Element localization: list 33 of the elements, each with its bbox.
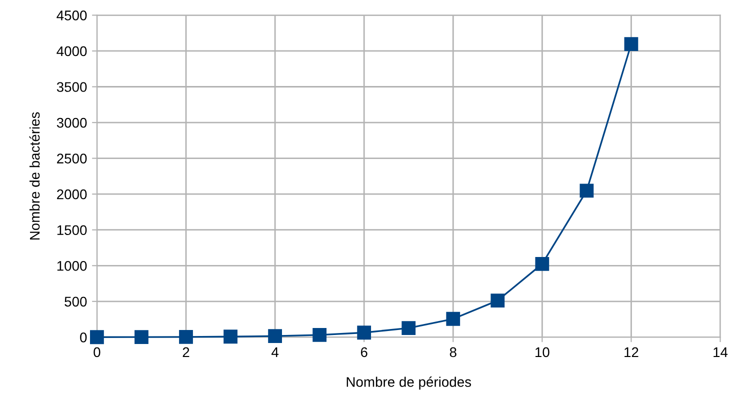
y-tick-label: 1000 <box>57 260 87 271</box>
point <box>268 329 282 343</box>
y-tick-label: 2500 <box>57 154 87 164</box>
x-tick-label: 10 <box>536 347 550 358</box>
y-tick-label: 3500 <box>56 82 87 92</box>
point <box>446 312 460 326</box>
y-tick-label: 1500 <box>57 225 87 236</box>
y-tick-label: 500 <box>64 296 87 307</box>
x-tick-label: 8 <box>450 347 456 358</box>
point <box>134 330 148 344</box>
point <box>535 256 550 271</box>
point <box>624 37 638 52</box>
x-tick-label: 14 <box>714 347 728 357</box>
x-tick-label: 0 <box>94 347 100 358</box>
point <box>580 184 594 198</box>
point <box>179 330 193 344</box>
point <box>90 330 104 344</box>
x-tick-label: 2 <box>182 347 190 357</box>
point <box>357 326 372 340</box>
point <box>312 328 327 342</box>
y-tick-label: 4000 <box>56 46 87 56</box>
x-tick-label: 6 <box>360 347 368 358</box>
y-tick-label: 0 <box>80 332 87 342</box>
y-tick-label: 3000 <box>56 118 87 128</box>
x-tick-label: 12 <box>624 347 638 357</box>
y-tick-label: 4500 <box>56 10 87 20</box>
point <box>490 294 505 308</box>
x-tick-label: 4 <box>272 347 278 357</box>
point <box>224 330 238 344</box>
y-axis-title: Nombre de bactéries <box>29 112 40 240</box>
y-tick-label: 2000 <box>57 189 87 200</box>
point <box>402 321 416 335</box>
x-axis-title: Nombre de périodes <box>346 376 472 390</box>
